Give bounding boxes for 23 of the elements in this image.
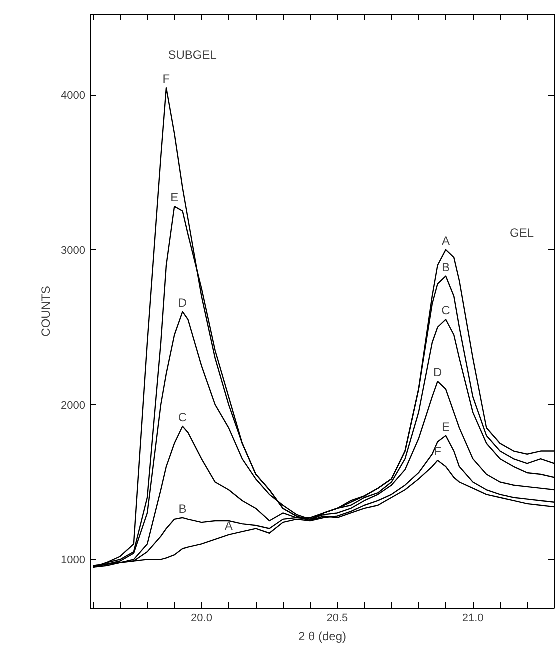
x-axis-title: 2 θ (deg) <box>298 630 347 644</box>
text: B <box>442 260 450 274</box>
series-label: B <box>178 502 187 516</box>
text: C <box>178 410 188 425</box>
series-label: C <box>442 304 451 318</box>
text: E <box>442 420 450 434</box>
y-axis-title: COUNTS <box>39 286 54 337</box>
series-label: F <box>434 444 442 459</box>
text: A <box>442 234 450 248</box>
annotation: SUBGEL <box>168 48 218 62</box>
series-label: D <box>433 366 442 380</box>
x-tick-label: 20.5 <box>326 612 348 624</box>
text: F <box>162 72 170 86</box>
x-tick-label: 21.0 <box>462 612 484 624</box>
series-label: E <box>170 190 179 205</box>
y-tick-label: 3000 <box>61 244 86 257</box>
annotation: GEL <box>510 226 534 240</box>
y-tick-label: 1000 <box>61 554 86 567</box>
y-tick-label: 2000 <box>61 400 86 412</box>
text: D <box>178 296 188 310</box>
y-tick-label: 4000 <box>61 90 86 102</box>
x-tick-label: 20.0 <box>191 612 212 624</box>
series-label: A <box>224 518 233 533</box>
